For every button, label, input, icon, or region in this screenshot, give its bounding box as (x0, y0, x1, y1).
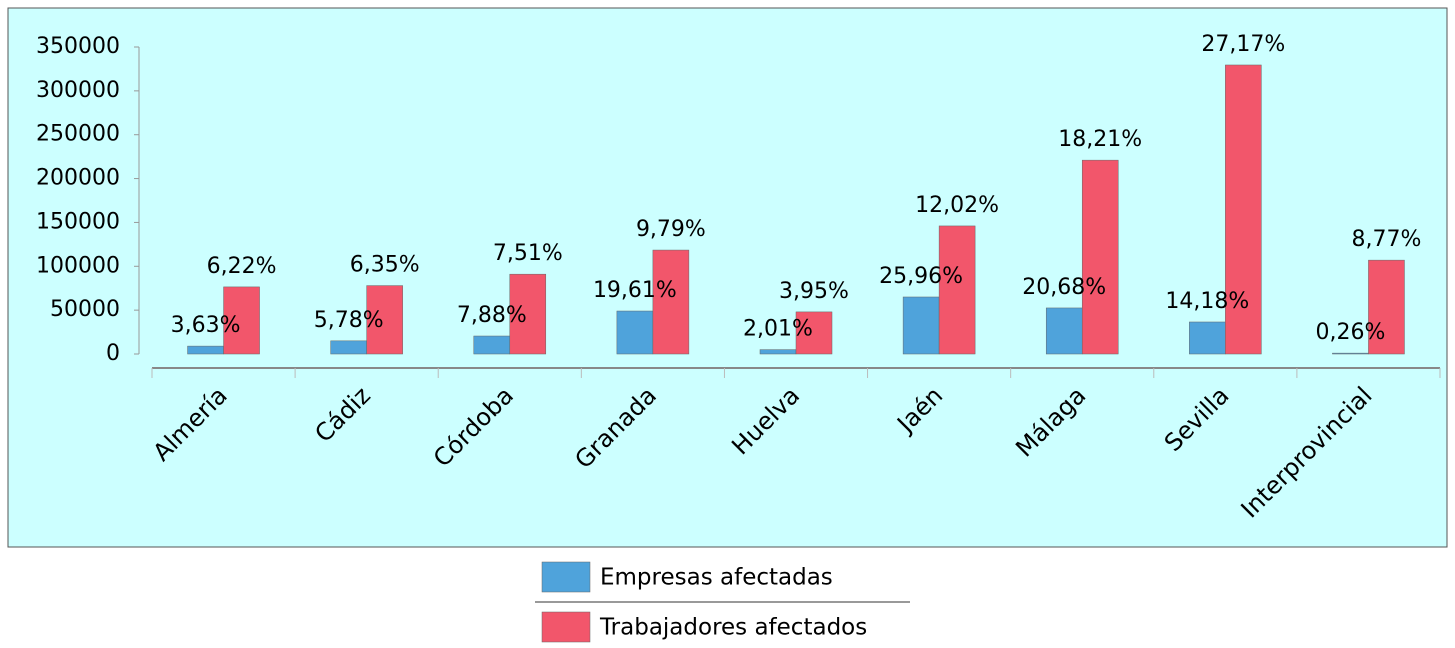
legend-swatch (541, 611, 591, 643)
data-label: 18,21% (1058, 127, 1142, 152)
y-tick-label: 300000 (36, 78, 120, 103)
bar (223, 286, 260, 355)
data-label: 7,51% (493, 241, 563, 266)
y-tick-label: 100000 (36, 253, 120, 278)
data-label: 27,17% (1201, 32, 1285, 57)
data-label: 5,78% (314, 308, 384, 333)
bar (1081, 159, 1119, 355)
bar (795, 311, 833, 355)
data-label: 3,63% (171, 313, 241, 338)
bar (652, 249, 690, 355)
data-label: 19,61% (593, 278, 677, 303)
bar (616, 310, 654, 355)
data-label: 14,18% (1165, 289, 1249, 314)
bar (1225, 64, 1262, 355)
bar (366, 285, 403, 355)
bar (1045, 307, 1083, 355)
y-tick-label: 150000 (36, 209, 120, 234)
data-label: 6,35% (350, 253, 420, 278)
data-label: 25,96% (879, 264, 963, 289)
bar (330, 340, 367, 355)
bar (187, 345, 224, 355)
legend-label: Empresas afectadas (600, 565, 833, 591)
data-label: 7,88% (457, 303, 527, 328)
data-label: 8,77% (1351, 227, 1421, 252)
data-label: 3,95% (779, 279, 849, 304)
y-tick-label: 0 (106, 341, 120, 366)
data-label: 0,26% (1315, 320, 1385, 345)
bar (938, 225, 976, 355)
y-tick-label: 250000 (36, 122, 120, 147)
plot-area (7, 7, 1448, 548)
bar (1332, 352, 1369, 355)
bar (509, 273, 547, 355)
data-label: 9,79% (636, 217, 706, 242)
bar (1368, 259, 1405, 355)
y-tick-label: 200000 (36, 166, 120, 191)
bar (1189, 321, 1226, 355)
legend-swatch (541, 561, 591, 593)
data-label: 20,68% (1022, 275, 1106, 300)
y-tick-label: 350000 (36, 34, 120, 59)
bar (759, 349, 797, 355)
data-label: 2,01% (743, 317, 813, 342)
y-tick-label: 50000 (50, 297, 120, 322)
data-label: 12,02% (915, 193, 999, 218)
bar (473, 335, 511, 355)
bar (902, 296, 940, 355)
legend-label: Trabajadores afectados (599, 615, 867, 641)
data-label: 6,22% (207, 254, 277, 279)
